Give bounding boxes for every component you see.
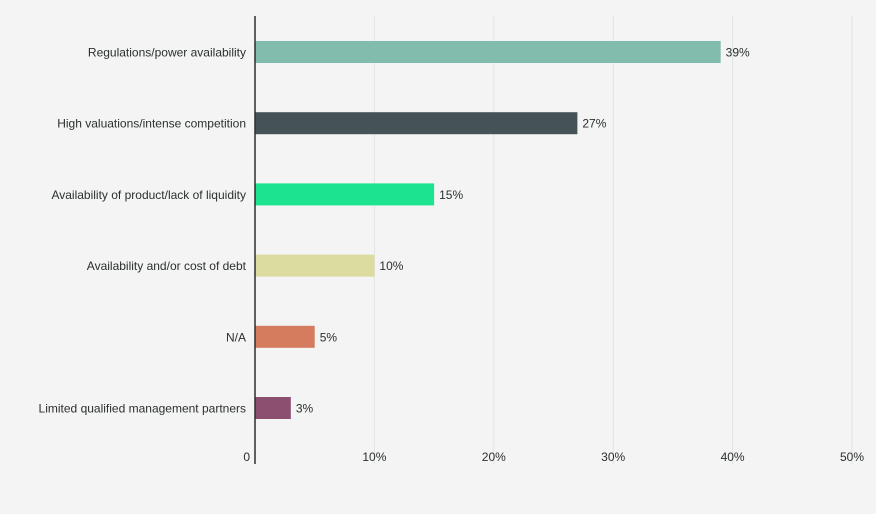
category-label: Regulations/power availability [88, 46, 246, 60]
bar [255, 254, 375, 277]
bar [255, 41, 721, 63]
bars [255, 41, 721, 419]
category-label: High valuations/intense competition [57, 117, 246, 131]
x-tick-label: 20% [482, 450, 506, 464]
x-tick-label: 30% [601, 450, 625, 464]
category-label: Availability of product/lack of liquidit… [51, 188, 246, 202]
data-label: 39% [726, 46, 750, 60]
x-tick-label: 40% [721, 450, 745, 464]
data-label: 10% [379, 259, 403, 273]
category-label: Availability and/or cost of debt [87, 259, 247, 273]
bar [255, 325, 315, 348]
data-label: 15% [439, 188, 463, 202]
data-label: 3% [296, 402, 314, 416]
category-label: Limited qualified management partners [39, 402, 246, 416]
gridlines [373, 16, 853, 464]
bar [255, 397, 291, 419]
category-label: N/A [226, 330, 246, 344]
x-tick-label: 50% [840, 450, 864, 464]
data-label: 5% [320, 330, 338, 344]
labels: 0 10% 20% 30% 40% 50% Regulations/power availa… [39, 46, 865, 465]
bar [255, 183, 435, 206]
x-tick-label: 0 [243, 450, 250, 464]
bar [255, 112, 578, 135]
x-tick-label: 10% [362, 450, 386, 464]
data-label: 27% [582, 117, 606, 131]
